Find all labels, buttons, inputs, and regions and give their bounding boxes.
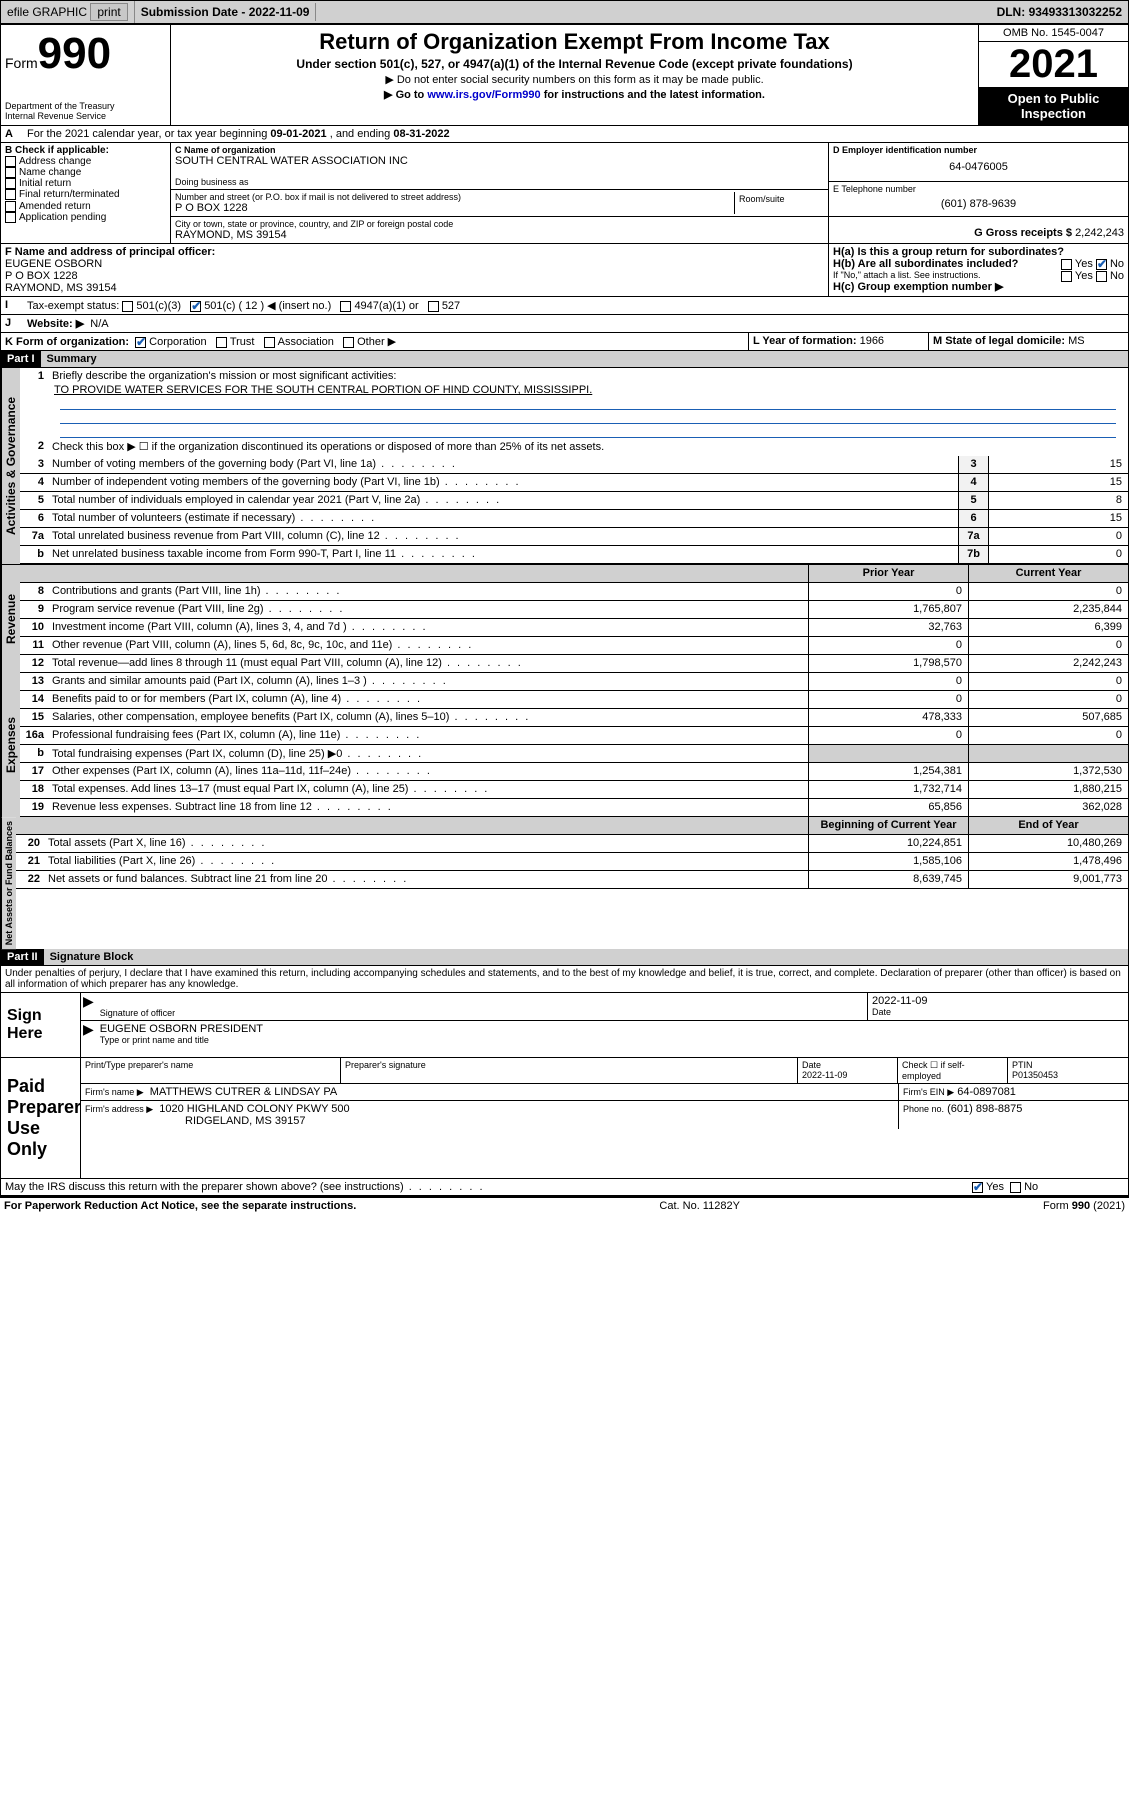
form-subtitle: Under section 501(c), 527, or 4947(a)(1)… xyxy=(179,57,970,71)
footer: For Paperwork Reduction Act Notice, see … xyxy=(0,1197,1129,1214)
line-22: 22Net assets or fund balances. Subtract … xyxy=(16,871,1128,889)
org-city: RAYMOND, MS 39154 xyxy=(175,229,824,241)
box-h: H(a) Is this a group return for subordin… xyxy=(828,244,1128,296)
line-11: 11Other revenue (Part VIII, column (A), … xyxy=(20,637,1128,655)
form-title: Return of Organization Exempt From Incom… xyxy=(179,29,970,55)
gov-line-3: 3Number of voting members of the governi… xyxy=(20,456,1128,474)
part1-header: Part I Summary xyxy=(1,351,1128,368)
row-i: I Tax-exempt status: 501(c)(3) 501(c) ( … xyxy=(1,297,1128,315)
line-20: 20Total assets (Part X, line 16)10,224,8… xyxy=(16,835,1128,853)
period-row: A For the 2021 calendar year, or tax yea… xyxy=(1,126,1128,143)
org-name: SOUTH CENTRAL WATER ASSOCIATION INC xyxy=(175,155,824,167)
line-17: 17Other expenses (Part IX, column (A), l… xyxy=(20,763,1128,781)
org-street: P O BOX 1228 xyxy=(175,202,734,214)
irs-link[interactable]: www.irs.gov/Form990 xyxy=(427,89,540,101)
mission-text: TO PROVIDE WATER SERVICES FOR THE SOUTH … xyxy=(54,384,1122,396)
vtab-revenue: Revenue xyxy=(1,565,20,673)
print-button[interactable]: print xyxy=(90,3,127,21)
website: N/A xyxy=(90,318,108,330)
topbar: efile GRAPHIC print Submission Date - 20… xyxy=(0,0,1129,24)
box-b: B Check if applicable: Address change Na… xyxy=(1,143,171,243)
part2-header: Part II Signature Block xyxy=(1,949,1128,966)
submission-date: Submission Date - 2022-11-09 xyxy=(135,3,317,21)
line-b: bTotal fundraising expenses (Part IX, co… xyxy=(20,745,1128,763)
officer-name: EUGENE OSBORN xyxy=(5,258,102,270)
box-c: C Name of organization SOUTH CENTRAL WAT… xyxy=(171,143,828,243)
vtab-expenses: Expenses xyxy=(1,673,20,817)
dept-treasury: Department of the TreasuryInternal Reven… xyxy=(5,101,166,121)
dln: DLN: 93493313032252 xyxy=(991,3,1128,21)
form-990: Form990 Department of the TreasuryIntern… xyxy=(0,24,1129,1197)
omb-number: OMB No. 1545-0047 xyxy=(979,25,1128,42)
gov-line-5: 5Total number of individuals employed in… xyxy=(20,492,1128,510)
line-9: 9Program service revenue (Part VIII, lin… xyxy=(20,601,1128,619)
line-15: 15Salaries, other compensation, employee… xyxy=(20,709,1128,727)
ptin: P01350453 xyxy=(1012,1070,1058,1080)
ssn-note: ▶ Do not enter social security numbers o… xyxy=(179,73,970,86)
discuss-row: May the IRS discuss this return with the… xyxy=(1,1179,1128,1196)
gov-line-4: 4Number of independent voting members of… xyxy=(20,474,1128,492)
firm-name: MATTHEWS CUTRER & LINDSAY PA xyxy=(150,1086,337,1098)
box-de: D Employer identification number 64-0476… xyxy=(828,143,1128,243)
sign-date: 2022-11-09 xyxy=(872,995,1124,1007)
firm-ein: 64-0897081 xyxy=(957,1086,1016,1098)
row-klm: K Form of organization: Corporation Trus… xyxy=(1,333,1128,351)
line-18: 18Total expenses. Add lines 13–17 (must … xyxy=(20,781,1128,799)
vtab-governance: Activities & Governance xyxy=(1,368,20,564)
form-header: Form990 Department of the TreasuryIntern… xyxy=(1,25,1128,126)
form-number: Form990 xyxy=(5,29,166,79)
sign-here-block: Sign Here ▶ Signature of officer 2022-11… xyxy=(1,993,1128,1058)
line-8: 8Contributions and grants (Part VIII, li… xyxy=(20,583,1128,601)
open-inspection: Open to PublicInspection xyxy=(979,87,1128,125)
line-16a: 16aProfessional fundraising fees (Part I… xyxy=(20,727,1128,745)
tax-year: 2021 xyxy=(979,42,1128,87)
paid-preparer-block: Paid Preparer Use Only Print/Type prepar… xyxy=(1,1058,1128,1179)
gov-line-6: 6Total number of volunteers (estimate if… xyxy=(20,510,1128,528)
vtab-netassets: Net Assets or Fund Balances xyxy=(1,817,16,949)
row-j: J Website: ▶ N/A xyxy=(1,315,1128,333)
goto-note: ▶ Go to www.irs.gov/Form990 for instruct… xyxy=(179,88,970,101)
telephone: (601) 878-9639 xyxy=(833,194,1124,214)
year-formation: 1966 xyxy=(860,335,884,347)
section-fh: F Name and address of principal officer:… xyxy=(1,244,1128,297)
gov-line-7b: bNet unrelated business taxable income f… xyxy=(20,546,1128,564)
line-10: 10Investment income (Part VIII, column (… xyxy=(20,619,1128,637)
line-14: 14Benefits paid to or for members (Part … xyxy=(20,691,1128,709)
perjury-declaration: Under penalties of perjury, I declare th… xyxy=(1,966,1128,993)
line-19: 19Revenue less expenses. Subtract line 1… xyxy=(20,799,1128,817)
gov-line-7a: 7aTotal unrelated business revenue from … xyxy=(20,528,1128,546)
firm-phone: (601) 898-8875 xyxy=(947,1103,1022,1115)
section-bcdeg: B Check if applicable: Address change Na… xyxy=(1,143,1128,244)
gross-receipts: 2,242,243 xyxy=(1075,227,1124,239)
line-13: 13Grants and similar amounts paid (Part … xyxy=(20,673,1128,691)
officer-sig-name: EUGENE OSBORN PRESIDENT xyxy=(100,1023,1124,1035)
line-12: 12Total revenue—add lines 8 through 11 (… xyxy=(20,655,1128,673)
ein: 64-0476005 xyxy=(833,155,1124,179)
efile-label: efile GRAPHIC print xyxy=(1,1,135,23)
domicile-state: MS xyxy=(1068,335,1085,347)
line-21: 21Total liabilities (Part X, line 26)1,5… xyxy=(16,853,1128,871)
